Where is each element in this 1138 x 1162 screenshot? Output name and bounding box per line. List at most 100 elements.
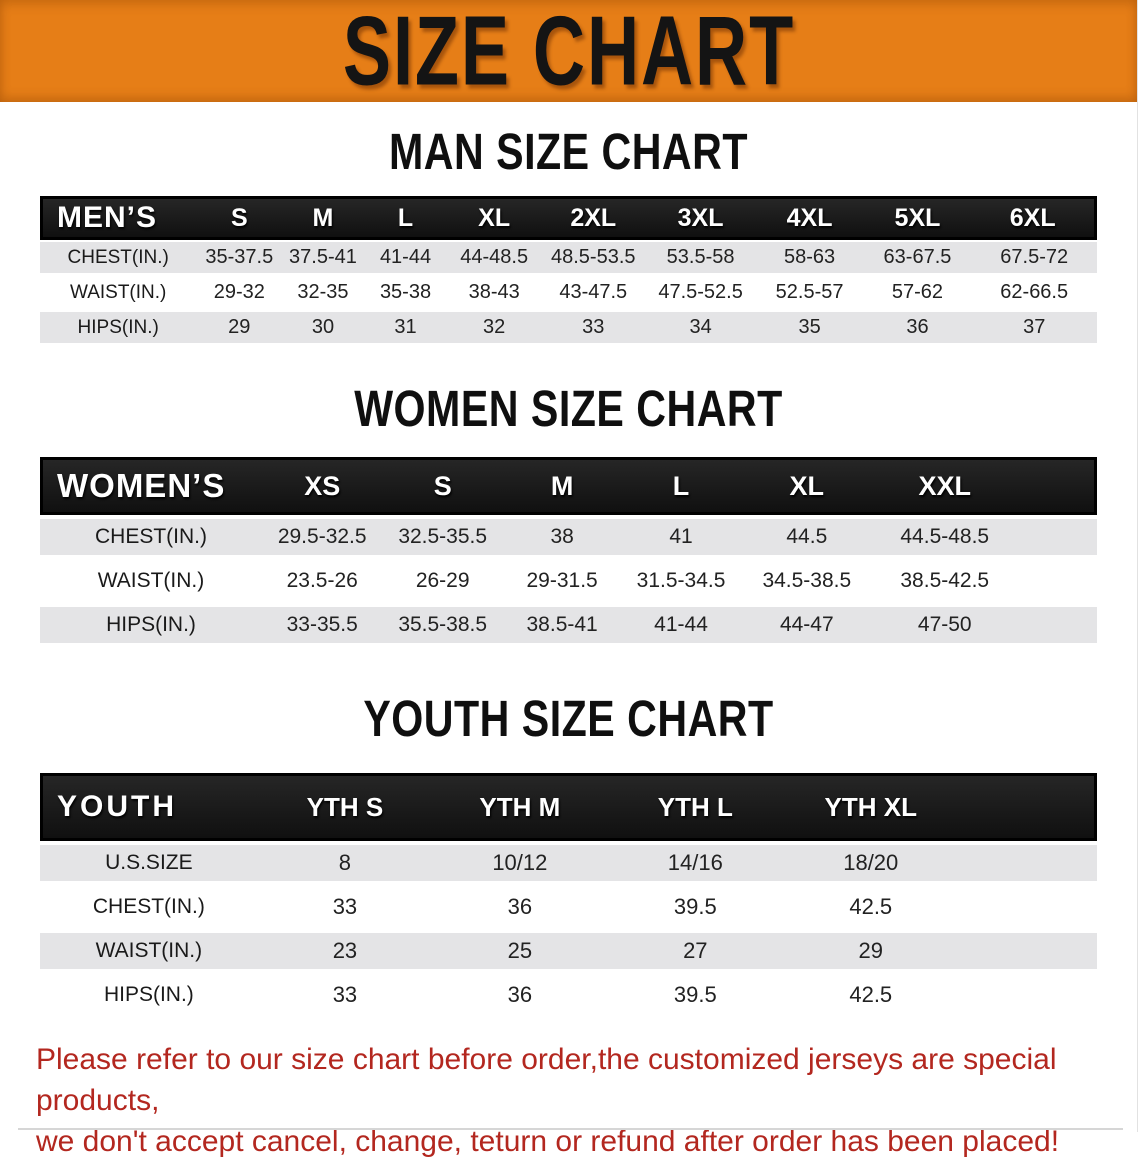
size-cell: 63-67.5: [863, 240, 972, 275]
row-label: U.S.SIZE: [40, 841, 258, 885]
size-cell: 57-62: [891, 281, 944, 303]
size-cell: 35-37.5: [196, 240, 283, 275]
youth-section: YOUTH SIZE CHART YOUTH YTH S YTH M YTH L…: [0, 690, 1137, 1017]
row-label: WAIST(IN.): [69, 281, 167, 303]
row-label: HIPS(IN.): [40, 603, 262, 647]
men-section: MAN SIZE CHART MEN’S S M L XL 2XL 3XL 4X…: [0, 123, 1137, 345]
row-label: HIPS(IN.): [40, 310, 197, 345]
size-column-header: YTH XL: [783, 773, 959, 841]
size-cell: 58-63: [755, 240, 864, 275]
size-column-header: M: [282, 196, 364, 240]
women-size-table: WOMEN’S XS S M L XL XXL CHEST(IN.) 29.5-…: [40, 457, 1097, 647]
title-banner: SIZE CHART: [0, 0, 1137, 106]
men-chest-row: CHEST(IN.) 35-37.5 37.5-41 41-44 44-48.5…: [40, 240, 1097, 275]
youth-header-row: YOUTH YTH S YTH M YTH L YTH XL: [40, 773, 1097, 841]
size-cell: 39.5: [673, 894, 717, 919]
size-cell: 43-47.5: [559, 281, 628, 303]
header-filler: [958, 773, 1097, 841]
size-cell: 31.5-34.5: [636, 569, 726, 592]
youth-group-label: YOUTH: [40, 773, 258, 841]
size-cell: 35: [755, 310, 864, 345]
size-column-header: YTH L: [607, 773, 784, 841]
size-cell: 29: [783, 929, 959, 973]
size-cell: 53.5-58: [645, 240, 756, 275]
cell-filler: [958, 973, 1097, 1017]
size-cell: 34: [645, 310, 756, 345]
row-label: CHEST(IN.): [92, 895, 205, 918]
size-column-header: XL: [740, 457, 873, 515]
size-cell: 48.5-53.5: [540, 240, 646, 275]
size-cell: 44-47: [740, 603, 873, 647]
size-cell: 41: [621, 515, 741, 559]
page-title: SIZE CHART: [342, 0, 795, 107]
size-column-header: S: [382, 457, 503, 515]
size-cell: 42.5: [849, 982, 893, 1007]
cell-filler: [958, 885, 1097, 929]
size-cell: 38: [502, 515, 622, 559]
size-cell: 32.5-35.5: [382, 515, 503, 559]
size-column-header: 6XL: [971, 196, 1097, 240]
youth-section-heading: YOUTH SIZE CHART: [363, 689, 774, 748]
size-cell: 37.5-41: [282, 240, 364, 275]
size-column-header: L: [621, 457, 741, 515]
size-cell: 47.5-52.5: [658, 281, 743, 303]
youth-chest-row: CHEST(IN.) 33 36 39.5 42.5: [40, 885, 1097, 929]
row-label: CHEST(IN.): [40, 240, 197, 275]
size-cell: 10/12: [432, 841, 608, 885]
youth-hips-row: HIPS(IN.) 33 36 39.5 42.5: [40, 973, 1097, 1017]
size-cell: 44.5: [740, 515, 873, 559]
size-cell: 33: [540, 310, 646, 345]
size-column-header: XS: [261, 457, 383, 515]
size-cell: 62-66.5: [1000, 281, 1069, 303]
size-column-header: 3XL: [645, 196, 756, 240]
size-cell: 26-29: [415, 569, 470, 592]
size-cell: 67.5-72: [971, 240, 1097, 275]
size-cell: 25: [432, 929, 608, 973]
cell-filler: [958, 929, 1097, 973]
size-cell: 18/20: [783, 841, 959, 885]
order-disclaimer: Please refer to our size chart before or…: [36, 1039, 1137, 1162]
size-cell: 36: [507, 894, 533, 919]
cell-filler: [1016, 515, 1097, 559]
size-cell: 30: [282, 310, 364, 345]
cell-filler: [1017, 559, 1097, 603]
men-header-row: MEN’S S M L XL 2XL 3XL 4XL 5XL 6XL: [40, 196, 1097, 240]
size-cell: 41-44: [363, 240, 448, 275]
size-cell: 44.5-48.5: [872, 515, 1017, 559]
size-cell: 52.5-57: [775, 281, 844, 303]
men-section-heading: MAN SIZE CHART: [388, 122, 748, 181]
women-hips-row: HIPS(IN.) 33-35.5 35.5-38.5 38.5-41 41-4…: [40, 603, 1097, 647]
men-waist-row: WAIST(IN.) 29-32 32-35 35-38 38-43 43-47…: [40, 275, 1097, 310]
women-section-heading: WOMEN SIZE CHART: [354, 379, 783, 438]
men-size-table: MEN’S S M L XL 2XL 3XL 4XL 5XL 6XL CHEST…: [40, 196, 1097, 345]
size-column-header: 5XL: [863, 196, 972, 240]
size-cell: 36: [507, 982, 533, 1007]
size-cell: 39.5: [673, 982, 717, 1007]
youth-size-table: YOUTH YTH S YTH M YTH L YTH XL U.S.SIZE …: [40, 773, 1097, 1017]
size-cell: 34.5-38.5: [762, 569, 852, 592]
size-cell: 35.5-38.5: [382, 603, 503, 647]
row-label: WAIST(IN.): [40, 929, 258, 973]
size-cell: 38-43: [468, 281, 520, 303]
size-cell: 36: [863, 310, 972, 345]
women-header-row: WOMEN’S XS S M L XL XXL: [40, 457, 1097, 515]
size-cell: 23.5-26: [286, 569, 358, 592]
size-column-header: L: [363, 196, 448, 240]
size-cell: 14/16: [607, 841, 784, 885]
row-label: HIPS(IN.): [103, 983, 194, 1006]
size-cell: 33: [332, 894, 358, 919]
size-column-header: YTH S: [257, 773, 433, 841]
disclaimer-line-1: Please refer to our size chart before or…: [36, 1043, 1057, 1117]
size-cell: 32-35: [297, 281, 349, 303]
size-cell: 31: [363, 310, 448, 345]
size-cell: 41-44: [621, 603, 741, 647]
size-column-header: XXL: [872, 457, 1017, 515]
women-waist-row: WAIST(IN.) 23.5-26 26-29 29-31.5 31.5-34…: [40, 559, 1097, 603]
size-cell: 29-32: [213, 281, 265, 303]
size-column-header: 2XL: [540, 196, 646, 240]
size-column-header: YTH M: [432, 773, 608, 841]
size-column-header: 4XL: [755, 196, 864, 240]
size-cell: 33: [332, 982, 358, 1007]
size-column-header: XL: [447, 196, 541, 240]
cell-filler: [958, 841, 1097, 885]
